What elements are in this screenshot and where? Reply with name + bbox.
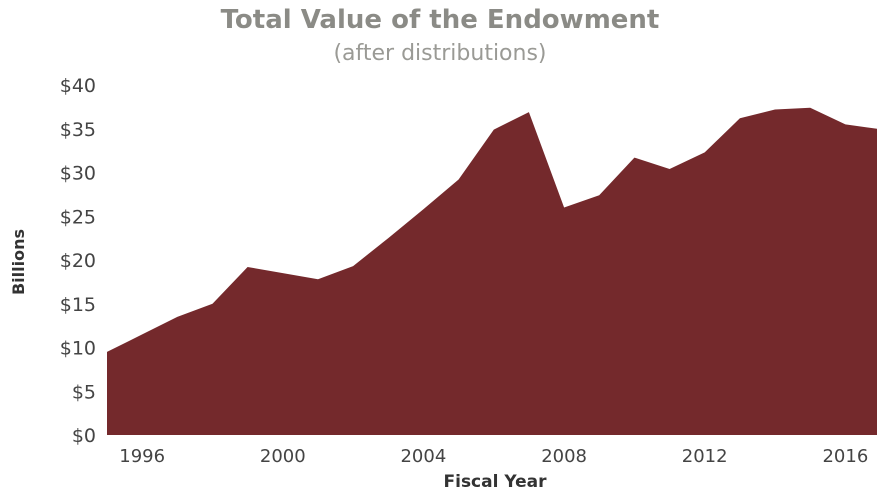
y-tick-label: $35 [60,119,96,141]
y-axis-ticks: $0 $5 $10 $15 $20 $25 $30 $35 $40 [60,75,96,447]
x-tick-label: 2016 [822,446,868,467]
y-tick-label: $40 [60,75,96,97]
chart-title: Total Value of the Endowment [221,5,660,35]
y-tick-label: $10 [60,338,96,360]
x-tick-label: 2008 [541,446,587,467]
y-tick-label: $15 [60,294,96,316]
y-tick-label: $25 [60,206,96,228]
x-tick-label: 1996 [119,446,165,467]
x-tick-label: 2000 [260,446,306,467]
x-tick-label: 2004 [400,446,446,467]
area-layer [107,107,877,436]
area-series-0 [107,107,877,436]
x-axis-ticks: 1996 2000 2004 2008 2012 2016 [119,446,868,467]
y-tick-label: $30 [60,163,96,185]
x-tick-label: 2012 [682,446,728,467]
y-tick-label: $5 [72,381,96,403]
y-tick-label: $0 [72,425,96,447]
x-axis-label: Fiscal Year [444,472,548,492]
chart-subtitle: (after distributions) [333,41,546,66]
y-tick-label: $20 [60,250,96,272]
y-axis-label: Billions [9,229,28,295]
